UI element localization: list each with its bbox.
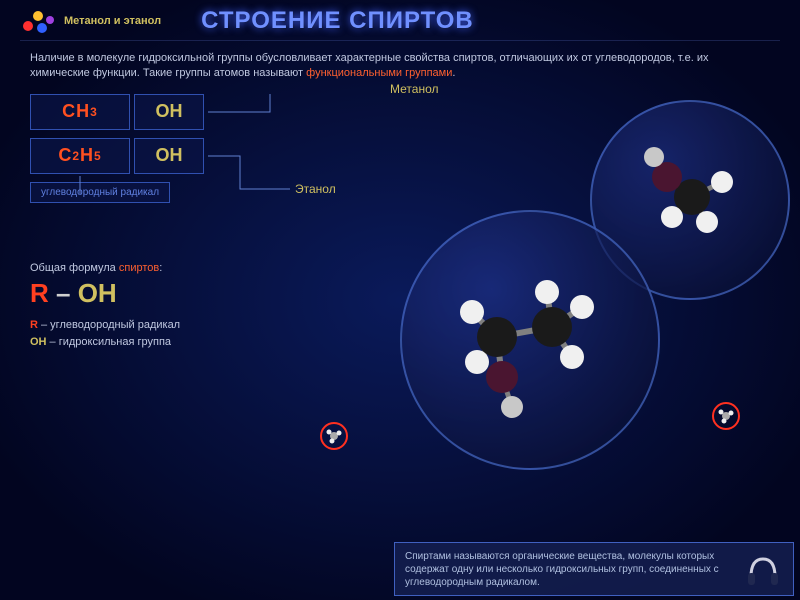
gen-intro-highlight: спиртов xyxy=(119,262,159,274)
methanol-radical-box: CH3 xyxy=(30,94,130,130)
legend-oh-symbol: OH xyxy=(30,336,47,348)
mini-molecule-icon xyxy=(324,426,344,446)
formula-dash: – xyxy=(49,278,78,308)
molecule-indicator-1[interactable] xyxy=(712,402,740,430)
legend-oh-text: – гидроксильная группа xyxy=(47,336,172,348)
logo-dots-icon xyxy=(18,6,58,36)
legend-r-symbol: R xyxy=(30,319,38,331)
intro-paragraph: Наличие в молекуле гидроксильной группы … xyxy=(0,41,740,86)
formula-r: R xyxy=(30,278,49,308)
radical-label-box: углеводородный радикал xyxy=(30,182,170,203)
gen-intro-tail: : xyxy=(159,262,162,274)
formula-oh: OH xyxy=(78,278,117,308)
methanol-label: Метанол xyxy=(390,82,438,96)
subtitle: Метанол и этанол xyxy=(64,15,161,27)
methanol-oh-box: OH xyxy=(134,94,204,130)
legend-r-text: – углеводородный радикал xyxy=(38,319,180,331)
gen-intro-text: Общая формула xyxy=(30,262,119,274)
molecule-indicator-2[interactable] xyxy=(320,422,348,450)
intro-highlight: функциональными группами xyxy=(306,67,452,79)
ethanol-circle xyxy=(400,210,660,470)
headphones-icon[interactable] xyxy=(743,549,783,589)
ethanol-oh-box: OH xyxy=(134,138,204,174)
ethanol-label: Этанол xyxy=(295,182,336,196)
ethanol-molecule-icon xyxy=(402,212,662,472)
intro-tail: . xyxy=(452,67,455,79)
ethanol-radical-box: C2H5 xyxy=(30,138,130,174)
mini-molecule-icon xyxy=(716,406,736,426)
definition-box: Спиртами называются органические веществ… xyxy=(394,542,794,596)
definition-text: Спиртами называются органические веществ… xyxy=(405,550,733,589)
page-title: Строение спиртов xyxy=(201,7,474,35)
molecule-diagram-zone xyxy=(420,130,790,420)
header: Метанол и этанол Строение спиртов xyxy=(0,0,800,36)
